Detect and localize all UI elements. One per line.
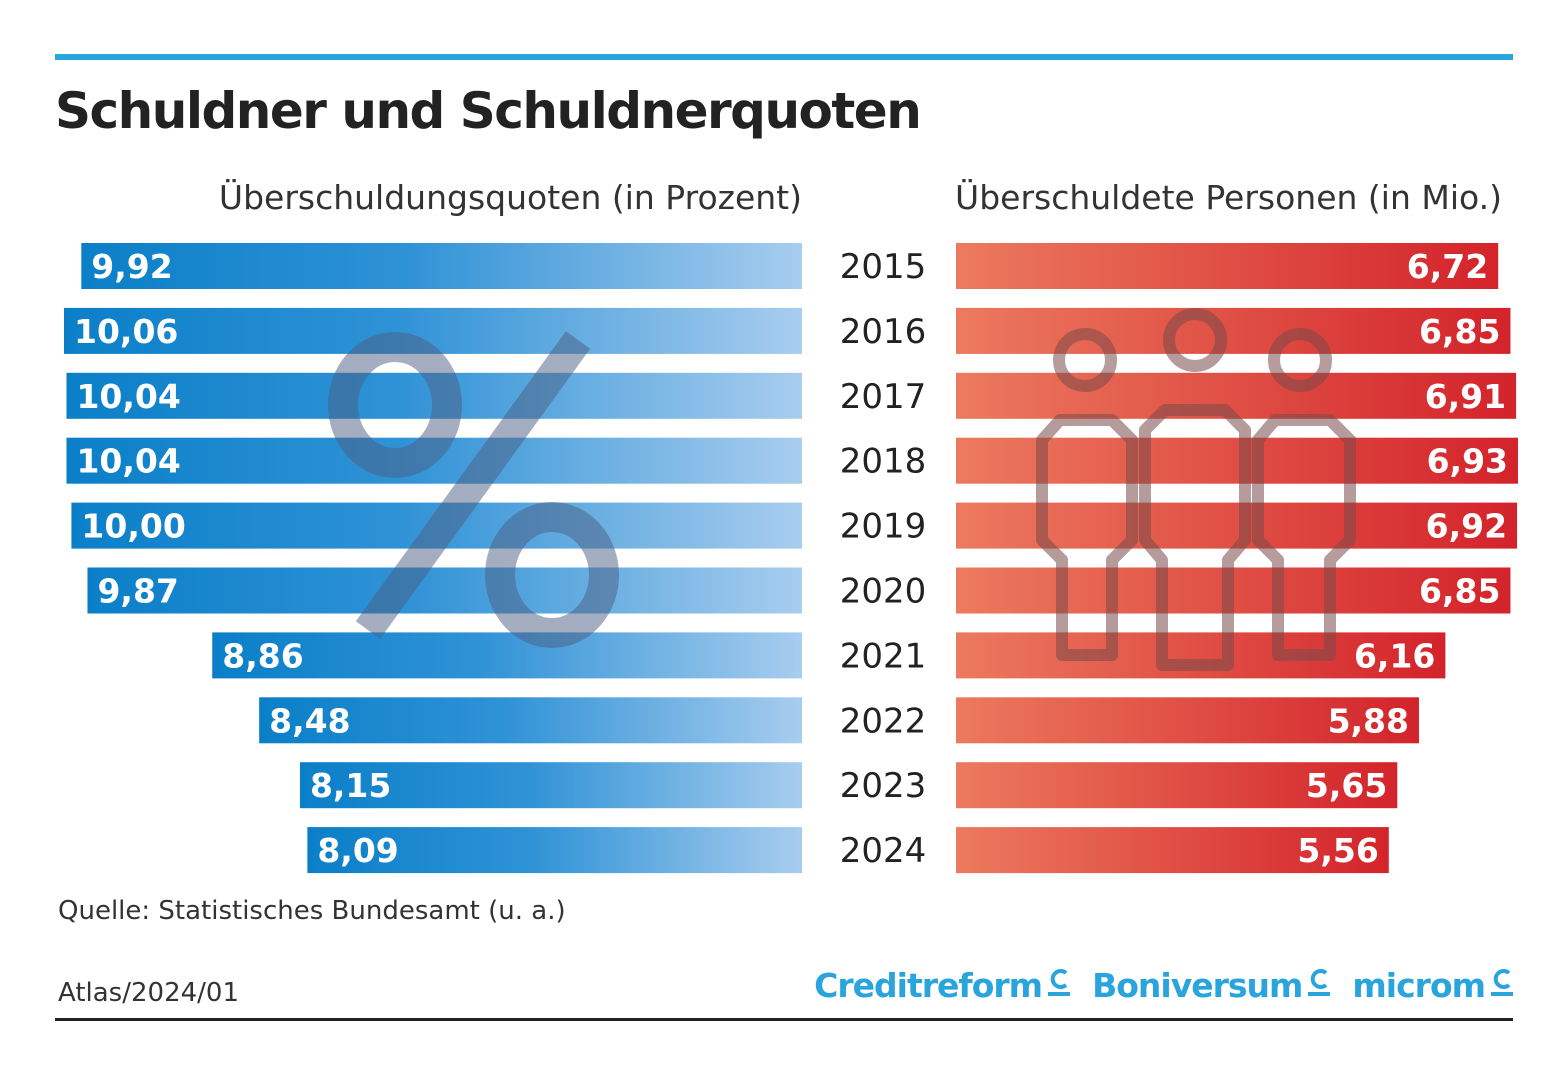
right-bar — [956, 372, 1517, 419]
left-value-label: 9,87 — [97, 572, 178, 611]
right-bar — [956, 762, 1398, 809]
right-value-label: 6,85 — [1419, 312, 1500, 351]
left-value-label: 8,09 — [317, 831, 398, 870]
left-value-label: 8,86 — [222, 636, 303, 675]
left-bar — [87, 567, 803, 614]
creditreform-c-icon — [1048, 969, 1071, 996]
right-value-label: 5,56 — [1297, 831, 1378, 870]
right-value-label: 6,16 — [1354, 636, 1435, 675]
left-bar — [299, 762, 802, 809]
right-value-label: 6,72 — [1407, 247, 1488, 286]
left-value-label: 8,15 — [310, 766, 391, 805]
percent-ring-bottom — [485, 502, 619, 648]
person-head-left — [1053, 328, 1117, 392]
creditreform-c-icon — [1491, 969, 1513, 996]
left-value-label: 10,04 — [76, 377, 180, 416]
left-value-label: 10,04 — [76, 442, 180, 481]
bottom-rule — [55, 1018, 1513, 1021]
left-value-label: 10,06 — [74, 312, 178, 351]
left-bar — [81, 243, 802, 289]
year-label: 2016 — [840, 312, 927, 352]
logo-row: Creditreform Boniversum microm — [814, 966, 1513, 1005]
person-head-right — [1268, 328, 1332, 392]
year-label: 2023 — [840, 766, 927, 806]
right-bar — [956, 437, 1518, 484]
right-value-label: 5,65 — [1306, 766, 1387, 805]
right-value-label: 6,93 — [1427, 442, 1508, 481]
left-value-label: 10,00 — [81, 507, 185, 546]
creditreform-c-icon — [1308, 969, 1331, 996]
right-value-label: 6,85 — [1419, 572, 1500, 611]
year-label: 2024 — [840, 831, 927, 871]
percent-icon — [328, 331, 619, 648]
logo-boniversum: Boniversum — [1092, 966, 1331, 1005]
year-label: 2020 — [840, 572, 927, 612]
person-body-right — [1252, 414, 1356, 661]
year-label: 2018 — [840, 442, 927, 482]
year-label: 2017 — [840, 377, 927, 417]
right-bar — [956, 307, 1511, 354]
percent-ring-top — [328, 332, 462, 478]
person-body-center — [1139, 404, 1251, 671]
year-label: 2015 — [840, 247, 927, 287]
right-bar — [956, 827, 1389, 874]
left-bar — [259, 697, 802, 744]
logo-creditreform: Creditreform — [814, 966, 1071, 1005]
year-label: 2022 — [840, 701, 927, 741]
right-value-label: 6,91 — [1425, 377, 1506, 416]
left-value-label: 8,48 — [269, 701, 350, 740]
left-value-label: 9,92 — [91, 247, 172, 286]
year-label: 2021 — [840, 636, 927, 676]
people-icon — [1036, 308, 1356, 671]
right-value-label: 6,92 — [1426, 507, 1507, 546]
percent-slash — [355, 331, 591, 639]
chart-title: Schuldner und Schuldnerquoten — [55, 82, 922, 140]
person-body-left — [1036, 414, 1138, 661]
right-series-title: Überschuldete Personen (in Mio.) — [955, 178, 1502, 217]
right-bar — [956, 243, 1499, 289]
source-note: Quelle: Statistisches Bundesamt (u. a.) — [58, 896, 566, 926]
left-bar — [307, 827, 802, 874]
right-value-label: 5,88 — [1328, 701, 1409, 740]
atlas-id: Atlas/2024/01 — [58, 978, 239, 1008]
right-bar — [956, 697, 1419, 744]
logo-microm: microm — [1352, 966, 1513, 1005]
left-series-title: Überschuldungsquoten (in Prozent) — [218, 178, 802, 217]
person-head-center — [1163, 308, 1227, 372]
year-label: 2019 — [840, 507, 927, 547]
left-bar — [212, 632, 802, 679]
top-rule — [55, 54, 1513, 60]
